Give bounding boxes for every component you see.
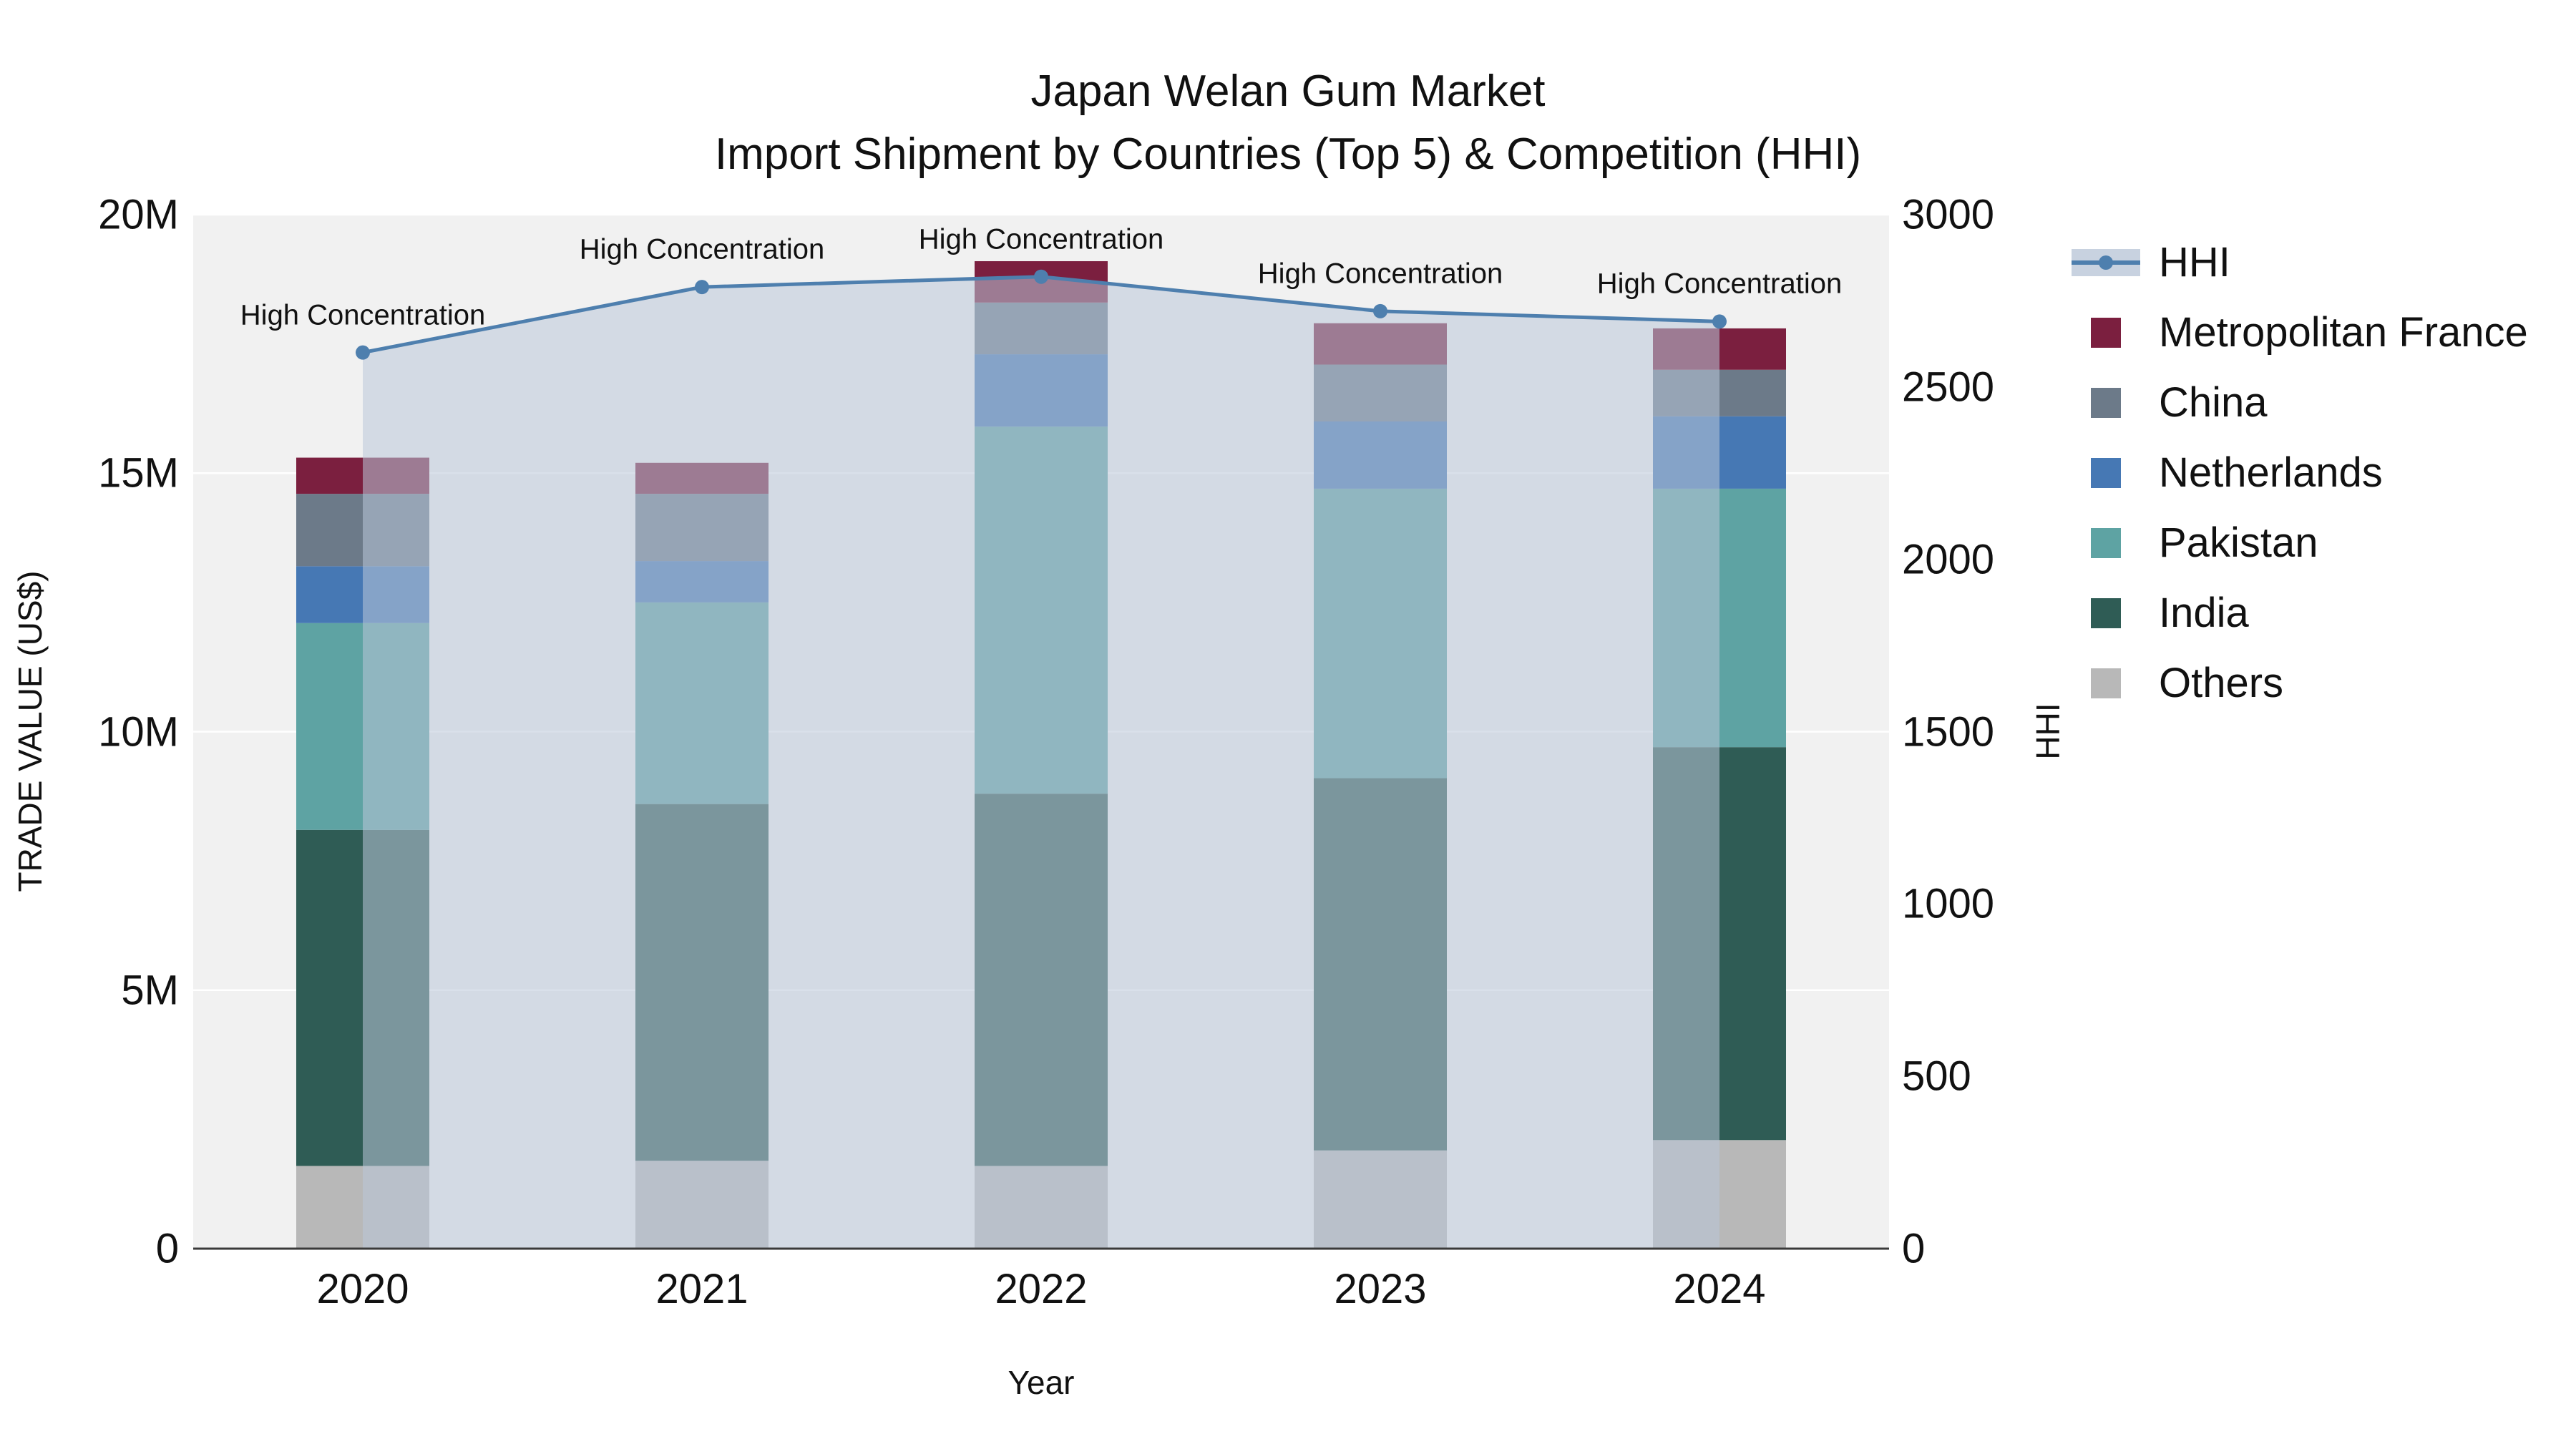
legend-item-hhi[interactable]: HHI (2072, 242, 2528, 283)
x-axis-title: Year (1008, 1364, 1075, 1401)
hhi-marker-2024[interactable] (1712, 314, 1727, 329)
legend-item-china[interactable]: China (2072, 382, 2528, 424)
hhi-marker-icon (2099, 255, 2113, 270)
legend-swatch-others (2091, 668, 2121, 698)
legend-label-metropolitan-france: Metropolitan France (2159, 309, 2528, 356)
hhi-marker-2021[interactable] (695, 280, 709, 295)
hhi-marker-2023[interactable] (1373, 303, 1387, 318)
chart-title: Japan Welan Gum Market Import Shipment b… (0, 60, 2576, 186)
legend-swatch-china (2091, 388, 2121, 418)
legend: HHI Metropolitan France China Netherlands Pa… (2072, 242, 2528, 704)
legend-glyph-india (2072, 598, 2140, 628)
legend-swatch-metropolitan-france (2091, 318, 2121, 348)
legend-swatch-pakistan (2091, 528, 2121, 558)
legend-glyph-hhi (2072, 248, 2140, 278)
chart-title-line2: Import Shipment by Countries (Top 5) & C… (714, 130, 1862, 180)
legend-glyph-netherlands (2072, 458, 2140, 488)
hhi-marker-2022[interactable] (1034, 269, 1048, 284)
hhi-marker-2020[interactable] (356, 345, 370, 360)
legend-item-netherlands[interactable]: Netherlands (2072, 452, 2528, 494)
legend-item-india[interactable]: India (2072, 592, 2528, 634)
legend-glyph-china (2072, 388, 2140, 418)
y-axis-right-title: HHI (2029, 703, 2067, 760)
legend-glyph-others (2072, 668, 2140, 698)
legend-label-others: Others (2159, 660, 2284, 706)
legend-item-metropolitan-france[interactable]: Metropolitan France (2072, 312, 2528, 353)
hhi-line-icon (2072, 249, 2140, 276)
chart-title-line1: Japan Welan Gum Market (1030, 67, 1546, 116)
legend-glyph-pakistan (2072, 528, 2140, 558)
legend-swatch-netherlands (2091, 458, 2121, 488)
legend-label-china: China (2159, 379, 2268, 426)
legend-label-india: India (2159, 590, 2249, 636)
legend-swatch-india (2091, 598, 2121, 628)
y-axis-left-title: TRADE VALUE (US$) (11, 570, 49, 892)
legend-item-others[interactable]: Others (2072, 663, 2528, 704)
legend-item-pakistan[interactable]: Pakistan (2072, 522, 2528, 564)
hhi-area-fill (363, 276, 1719, 1249)
legend-label-hhi: HHI (2159, 239, 2230, 286)
legend-label-netherlands: Netherlands (2159, 449, 2383, 496)
legend-glyph-metropolitan-france (2072, 318, 2140, 348)
legend-label-pakistan: Pakistan (2159, 519, 2318, 566)
